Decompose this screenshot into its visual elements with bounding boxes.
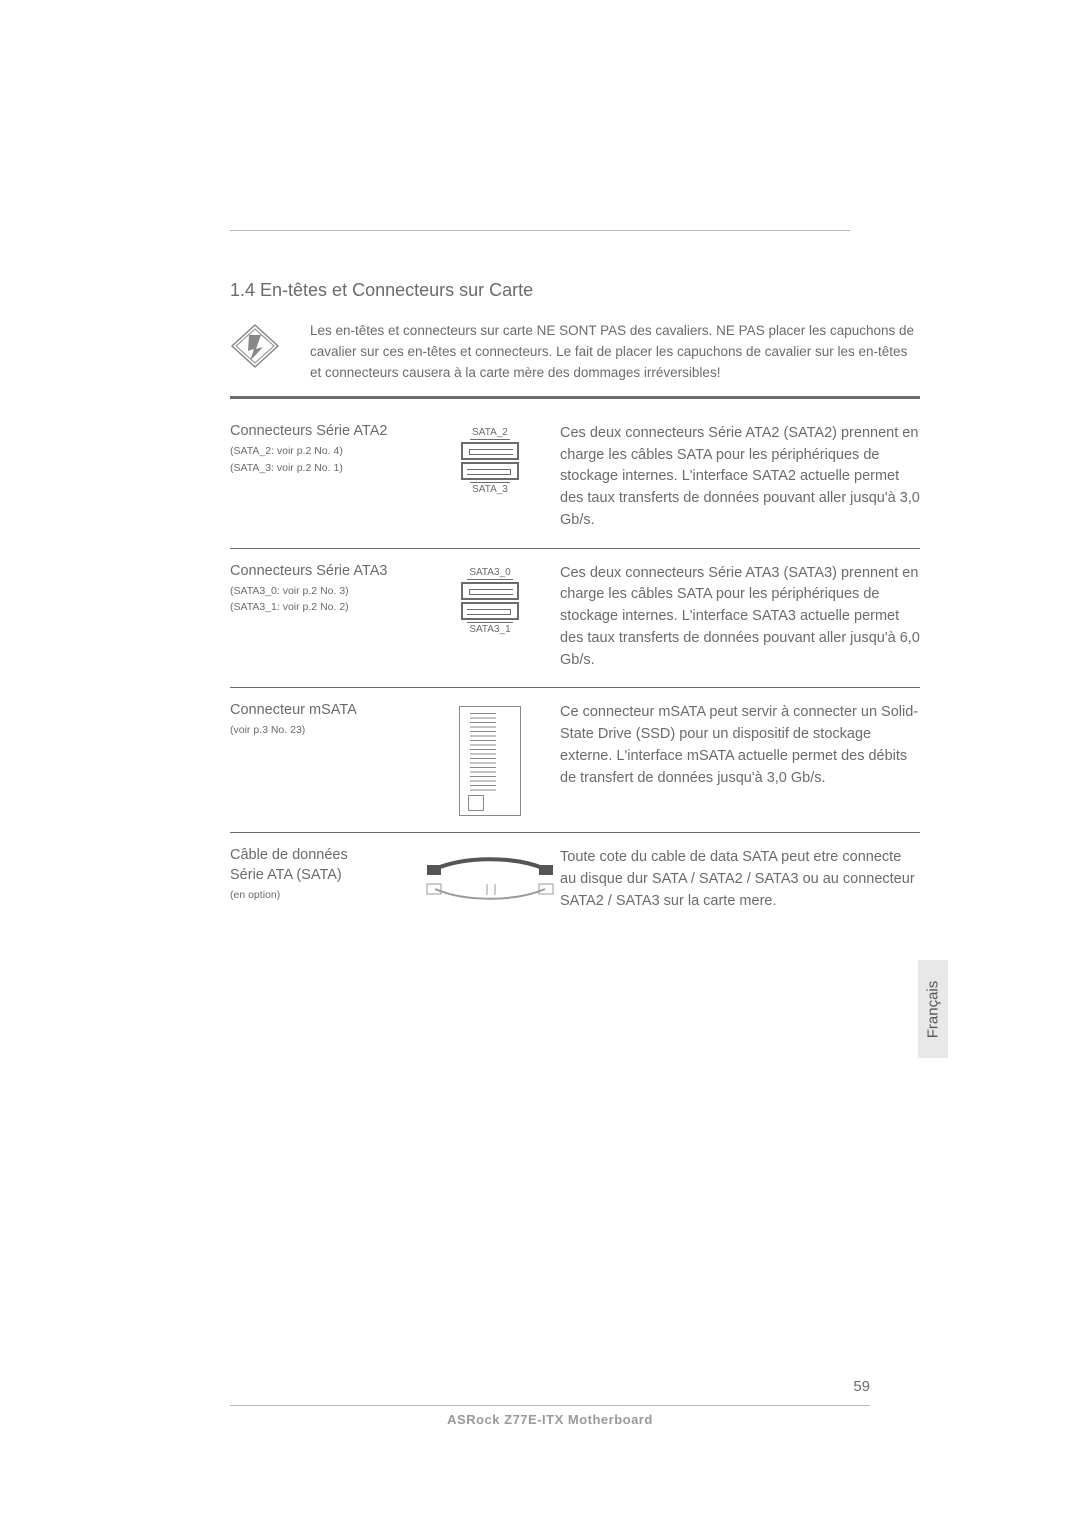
conn-title: Câble de données [230,847,420,863]
footer: 59 ASRock Z77E-ITX Motherboard [230,1388,870,1427]
conn-ref: (en option) [230,887,420,904]
col-left: Câble de données Série ATA (SATA) (en op… [230,847,420,912]
sata-label-top: SATA3_0 [467,567,512,580]
page-number: 59 [853,1378,870,1395]
sata-port-icon [461,462,519,480]
conn-ref: (SATA3_1: voir p.2 No. 2) [230,599,420,616]
page: 1.4 En-têtes et Connecteurs sur Carte Le… [0,0,1080,1527]
conn-desc: Ce connecteur mSATA peut servir à connec… [560,702,920,816]
sata-port-icon [461,582,519,600]
conn-title: Connecteurs Série ATA3 [230,563,420,579]
msata-icon [459,706,521,816]
thick-rule [230,396,920,399]
sata-port-icon [461,602,519,620]
col-left: Connecteurs Série ATA3 (SATA3_0: voir p.… [230,563,420,672]
diagram-sata3: SATA3_0 SATA3_1 [420,563,560,672]
conn-ref: (SATA_3: voir p.2 No. 1) [230,460,420,477]
sata-label-bottom: SATA3_1 [467,622,512,635]
connector-cable: Câble de données Série ATA (SATA) (en op… [230,833,920,928]
language-tab: Français [918,960,948,1058]
conn-desc: Ces deux connecteurs Série ATA2 (SATA2) … [560,423,920,532]
warning-text: Les en-têtes et connecteurs sur carte NE… [310,321,920,384]
top-rule [230,230,850,231]
language-tab-label: Français [925,980,942,1038]
diagram-cable [420,847,560,912]
conn-title: Série ATA (SATA) [230,867,420,883]
sata-label-bottom: SATA_3 [470,482,510,495]
conn-ref: (SATA3_0: voir p.2 No. 3) [230,583,420,600]
diagram-sata2: SATA_2 SATA_3 [420,423,560,532]
warning-block: Les en-têtes et connecteurs sur carte NE… [230,321,920,384]
sata-port-icon [461,442,519,460]
warning-icon [230,321,280,376]
sata-cable-icon [425,851,555,906]
connector-sata3: Connecteurs Série ATA3 (SATA3_0: voir p.… [230,549,920,689]
footer-rule [230,1405,870,1406]
col-left: Connecteurs Série ATA2 (SATA_2: voir p.2… [230,423,420,532]
footer-text: ASRock Z77E-ITX Motherboard [230,1412,870,1427]
conn-title: Connecteur mSATA [230,702,420,718]
sata-label-top: SATA_2 [470,427,510,440]
section-title: 1.4 En-têtes et Connecteurs sur Carte [230,280,920,301]
conn-title: Connecteurs Série ATA2 [230,423,420,439]
connector-sata2: Connecteurs Série ATA2 (SATA_2: voir p.2… [230,409,920,549]
diagram-msata [420,702,560,816]
conn-desc: Ces deux connecteurs Série ATA3 (SATA3) … [560,563,920,672]
col-left: Connecteur mSATA (voir p.3 No. 23) [230,702,420,816]
conn-ref: (SATA_2: voir p.2 No. 4) [230,443,420,460]
conn-ref: (voir p.3 No. 23) [230,722,420,739]
connector-msata: Connecteur mSATA (voir p.3 No. 23) Ce co… [230,688,920,833]
conn-desc: Toute cote du cable de data SATA peut et… [560,847,920,912]
